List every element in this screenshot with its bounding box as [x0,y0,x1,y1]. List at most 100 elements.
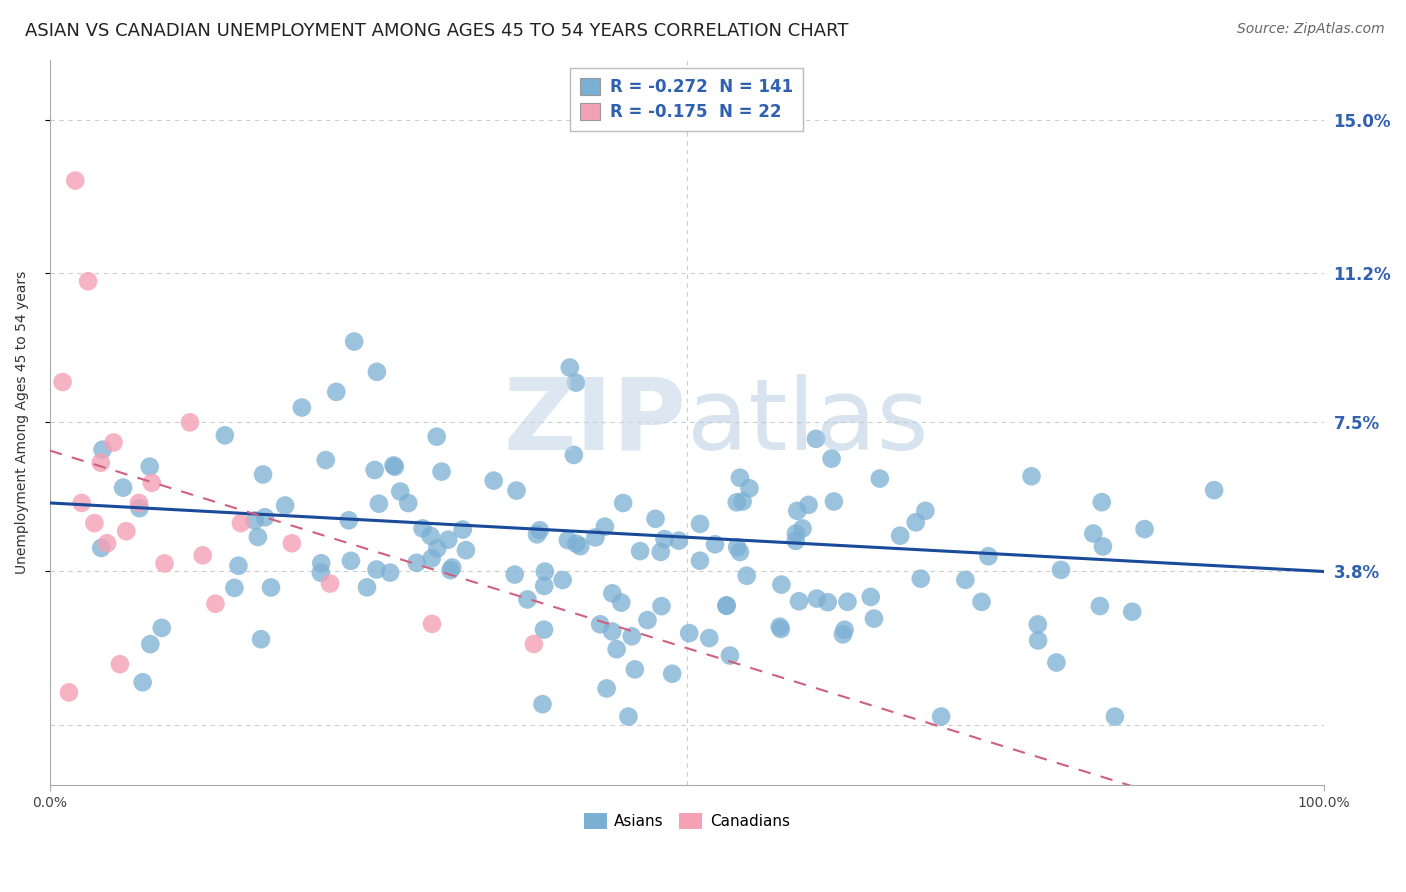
Point [770,577,793,591]
Text: ASIAN VS CANADIAN UNEMPLOYMENT AMONG AGES 45 TO 54 YEARS CORRELATION CHART: ASIAN VS CANADIAN UNEMPLOYMENT AMONG AGE… [25,22,849,40]
Point [526,527,548,541]
Point [253,510,276,524]
Point [366,562,388,576]
Point [612,496,634,510]
Point [533,579,555,593]
Y-axis label: Unemployment Among Ages 45 to 54 years: Unemployment Among Ages 45 to 54 years [15,270,30,574]
Point [389,484,412,499]
Point [551,573,574,587]
Point [108,657,131,672]
Point [1133,522,1156,536]
Point [668,533,690,548]
Point [103,435,125,450]
Point [439,563,461,577]
Point [503,567,526,582]
Point [644,512,666,526]
Point [637,613,659,627]
Point [139,637,162,651]
Point [1121,605,1143,619]
Point [817,595,839,609]
Point [141,475,163,490]
Point [224,581,246,595]
Point [914,504,936,518]
Point [606,642,628,657]
Point [274,499,297,513]
Point [90,541,112,555]
Point [689,516,711,531]
Point [904,516,927,530]
Point [441,560,464,574]
Text: atlas: atlas [686,374,928,471]
Point [600,624,623,639]
Point [83,516,105,530]
Point [589,617,612,632]
Point [228,558,250,573]
Point [325,384,347,399]
Point [617,709,640,723]
Point [557,533,579,547]
Point [77,274,100,288]
Point [628,544,651,558]
Point [91,442,114,457]
Point [319,576,342,591]
Point [1050,563,1073,577]
Text: Source: ZipAtlas.com: Source: ZipAtlas.com [1237,22,1385,37]
Point [1204,483,1226,497]
Point [728,545,751,559]
Point [454,543,477,558]
Point [725,540,748,554]
Point [1021,469,1043,483]
Point [430,465,453,479]
Point [505,483,527,498]
Point [716,599,738,613]
Point [65,173,87,187]
Point [343,334,366,349]
Point [96,536,118,550]
Point [1091,540,1114,554]
Point [1045,656,1067,670]
Point [650,599,672,614]
Point [246,530,269,544]
Point [569,539,592,553]
Point [52,375,75,389]
Point [396,496,419,510]
Point [716,599,738,613]
Point [863,612,886,626]
Point [820,451,842,466]
Point [929,709,952,723]
Point [252,467,274,482]
Point [910,572,932,586]
Text: ZIP: ZIP [503,374,686,471]
Point [534,565,557,579]
Point [426,541,449,556]
Point [281,536,304,550]
Point [191,549,214,563]
Point [678,626,700,640]
Point [728,471,751,485]
Point [250,632,273,647]
Point [179,415,201,429]
Point [419,529,441,543]
Point [1083,526,1105,541]
Point [128,496,150,510]
Point [229,516,252,530]
Point [738,481,761,495]
Point [420,616,443,631]
Point [437,533,460,547]
Point [623,662,645,676]
Point [804,432,827,446]
Point [112,481,135,495]
Point [1104,709,1126,723]
Point [731,494,754,508]
Point [769,620,792,634]
Point [769,622,792,636]
Point [583,530,606,544]
Point [806,591,828,606]
Point [787,594,810,608]
Point [1088,599,1111,613]
Point [689,554,711,568]
Point [337,513,360,527]
Point [786,504,808,518]
Point [150,621,173,635]
Point [70,496,93,510]
